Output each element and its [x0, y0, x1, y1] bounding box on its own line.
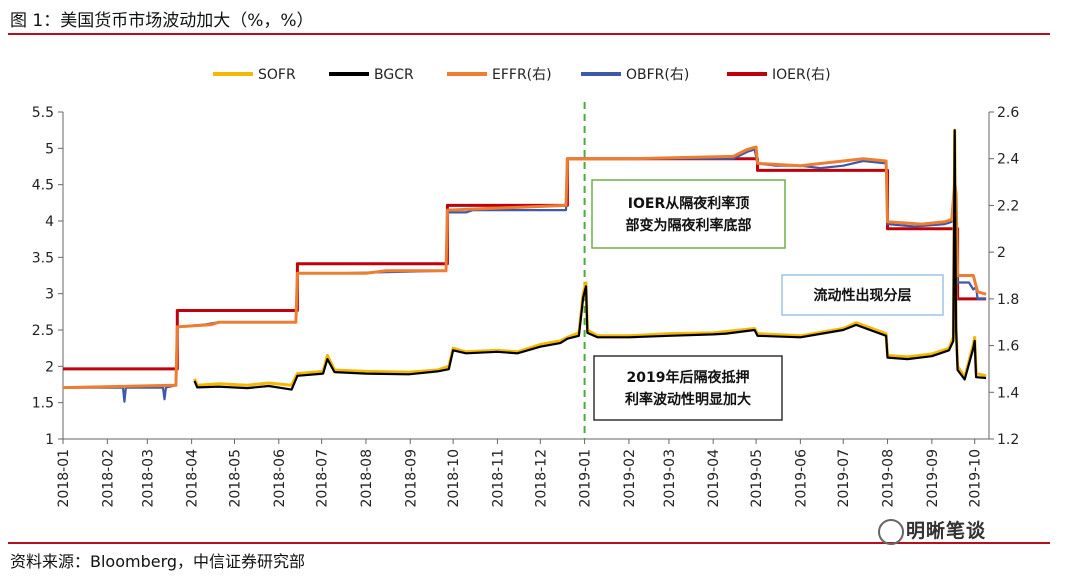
x-tick-label: 2018-05	[227, 449, 243, 508]
legend-label: IOER(右)	[772, 67, 831, 83]
y-tick-label-right: 1.2	[997, 432, 1019, 448]
annotation-text: IOER从隔夜利率顶	[628, 195, 749, 212]
y-tick-label-left: 2.5	[32, 323, 54, 339]
footer-rule	[8, 542, 1050, 544]
x-tick-label: 2019-03	[662, 449, 678, 508]
series-line-sofr	[193, 128, 987, 387]
y-tick-label-right: 1.8	[997, 292, 1019, 308]
series-line-bgcr	[193, 129, 987, 391]
annotation-text: 部变为隔夜利率底部	[626, 217, 752, 234]
x-tick-label: 2019-02	[622, 449, 638, 508]
x-tick-label: 2019-05	[749, 449, 765, 508]
y-tick-label-right: 2.4	[997, 152, 1019, 168]
x-tick-label: 2018-12	[533, 449, 549, 508]
watermark-text: 明晰笔谈	[906, 520, 987, 542]
annotation-box	[593, 355, 783, 421]
y-tick-label-left: 1	[45, 432, 54, 448]
y-tick-label-right: 1.4	[997, 385, 1019, 401]
annotation-box	[591, 179, 786, 249]
x-tick-label: 2019-08	[881, 449, 897, 508]
y-tick-label-left: 5.5	[32, 105, 54, 121]
x-tick-label: 2018-08	[359, 449, 375, 508]
legend-label: BGCR	[374, 67, 414, 83]
line-chart: SOFR BGCR EFFR(右) OBFR(右) IOER(右) 1 1.5 2 2.5 3 3…	[32, 67, 1020, 508]
y-tick-label-right: 2	[997, 245, 1006, 261]
x-tick-label: 2019-01	[578, 449, 594, 508]
x-tick-label: 2018-06	[272, 449, 288, 508]
x-tick-label: 2019-06	[793, 449, 809, 508]
series-lines	[62, 128, 987, 403]
watermark-icon	[878, 519, 904, 545]
x-tick-label: 2018-10	[446, 449, 462, 508]
y-tick-label-left: 4	[45, 214, 54, 230]
x-tick-label: 2018-07	[315, 449, 331, 508]
legend-label: SOFR	[258, 67, 296, 83]
y-tick-label-right: 2.6	[997, 105, 1019, 121]
annotation-text: 流动性出现分层	[814, 287, 912, 304]
chart-title: 图 1：美国货币市场波动加大（%，%）	[10, 11, 314, 31]
x-tick-label: 2018-01	[56, 449, 72, 508]
x-tick-label: 2018-09	[403, 449, 419, 508]
x-tick-label: 2019-07	[836, 449, 852, 508]
source-note: 资料来源：Bloomberg，中信证券研究部	[10, 552, 306, 571]
annotation-text: 2019年后隔夜抵押	[627, 369, 750, 386]
y-tick-label-right: 1.6	[997, 339, 1019, 355]
series-line-ioer	[63, 157, 987, 371]
x-tick-label: 2019-04	[706, 449, 722, 508]
x-tick-label: 2019-10	[968, 449, 984, 508]
legend-label: OBFR(右)	[626, 67, 689, 83]
x-tick-label: 2018-03	[140, 449, 156, 508]
chart-axes: 1 1.5 2 2.5 3 3.5 4 4.5 5 5.5 1.2 1.4 1.6 1.8 2 2.2 2.4 2…	[32, 105, 1020, 508]
x-tick-label: 2019-09	[925, 449, 941, 508]
legend-label: EFFR(右)	[492, 67, 552, 83]
y-tick-label-right: 2.2	[997, 198, 1019, 214]
chart-legend: SOFR BGCR EFFR(右) OBFR(右) IOER(右)	[213, 67, 831, 83]
header-rule	[8, 33, 1050, 35]
y-tick-label-left: 1.5	[32, 396, 54, 412]
x-tick-label: 2018-11	[490, 449, 506, 508]
annotation-box	[781, 274, 944, 316]
y-tick-label-left: 4.5	[32, 178, 54, 194]
y-tick-label-left: 3	[45, 287, 54, 303]
y-tick-label-left: 5	[45, 141, 54, 157]
annotation-text: 利率波动性明显加大	[625, 391, 751, 408]
x-tick-label: 2018-04	[185, 449, 201, 508]
x-tick-label: 2018-02	[100, 449, 116, 508]
y-tick-label-left: 3.5	[32, 250, 54, 266]
y-tick-label-left: 2	[45, 359, 54, 375]
